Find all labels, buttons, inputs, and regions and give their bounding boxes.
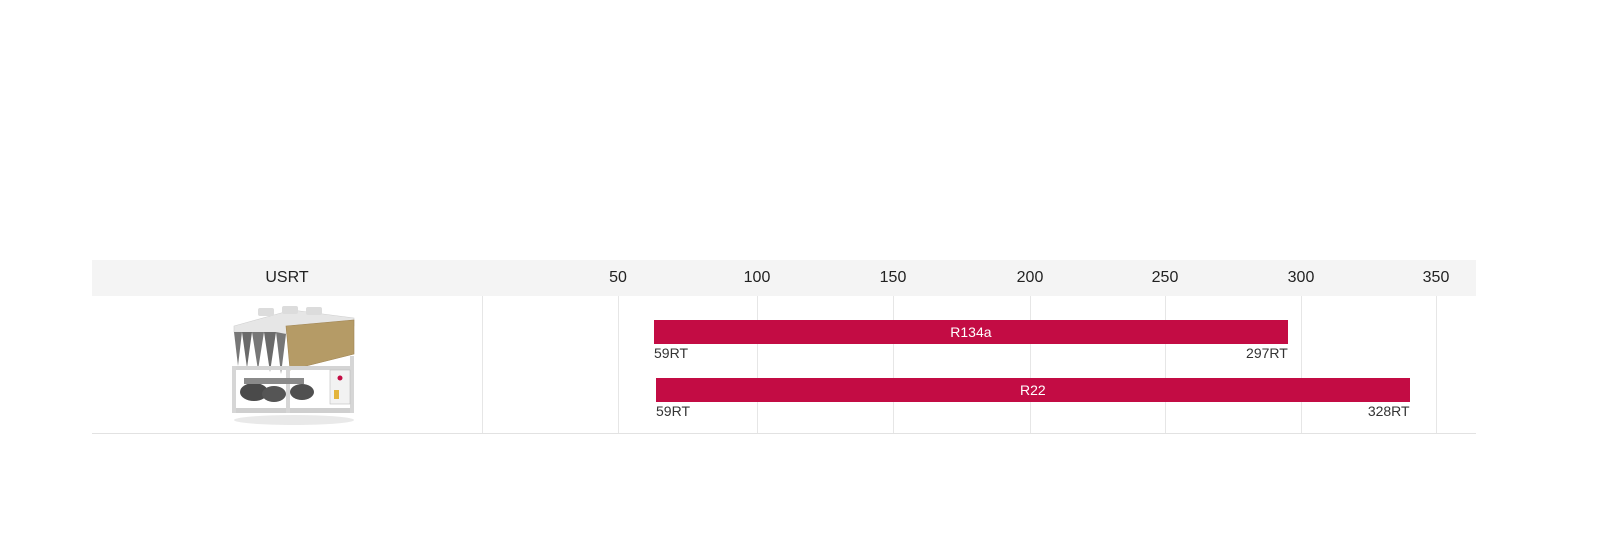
gridline xyxy=(893,296,894,433)
range-bar xyxy=(654,320,1288,344)
x-tick-label: 100 xyxy=(743,269,771,286)
range-bar xyxy=(656,378,1410,402)
range-max-label: 297RT xyxy=(1246,345,1288,361)
range-min-label: 59RT xyxy=(654,345,688,361)
gridline xyxy=(757,296,758,433)
chart-bottom-border xyxy=(92,433,1476,434)
x-tick-label: 300 xyxy=(1287,269,1315,286)
x-tick-label: 50 xyxy=(609,269,627,286)
gridline xyxy=(1165,296,1166,433)
gridline xyxy=(1436,296,1437,433)
chart-header xyxy=(92,260,1476,296)
x-tick-label: 350 xyxy=(1422,269,1450,286)
gridline xyxy=(1301,296,1302,433)
range-min-label: 59RT xyxy=(656,403,690,419)
x-tick-label: 250 xyxy=(1151,269,1179,286)
bar-label: R134a xyxy=(950,324,992,340)
bar-label: R22 xyxy=(1019,382,1046,398)
x-tick-label: 200 xyxy=(1016,269,1044,286)
gridline xyxy=(618,296,619,433)
chiller-unit-icon xyxy=(232,306,355,425)
column-divider xyxy=(482,296,483,433)
unit-label: USRT xyxy=(265,269,309,286)
range-max-label: 328RT xyxy=(1367,403,1410,419)
x-tick-label: 150 xyxy=(879,269,907,286)
gridline xyxy=(1030,296,1031,433)
